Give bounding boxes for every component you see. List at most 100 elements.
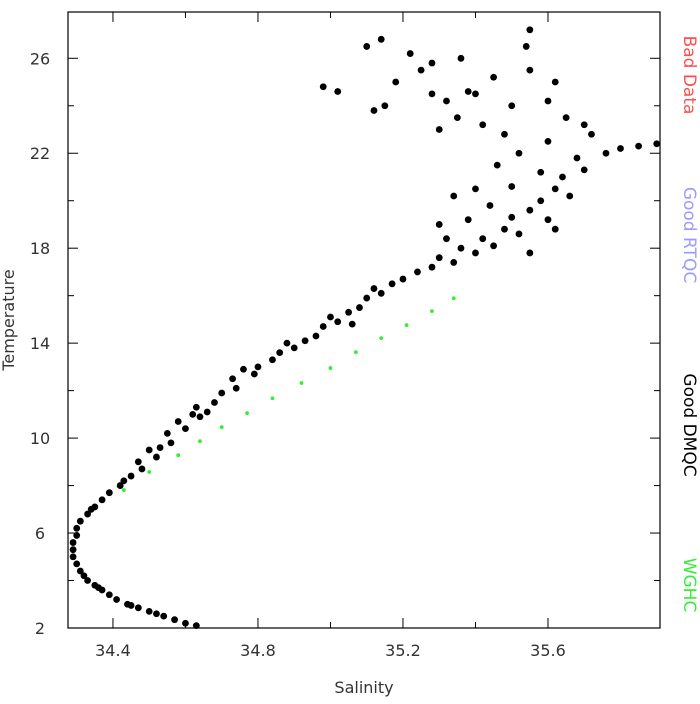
- data-point: [544, 137, 552, 145]
- data-point: [348, 320, 356, 328]
- x-tick-label: 34.4: [95, 641, 131, 660]
- data-point: [588, 130, 595, 138]
- data-point: [559, 173, 566, 181]
- data-point: [269, 356, 276, 364]
- data-point: [493, 161, 501, 169]
- data-point: [84, 577, 91, 584]
- data-point: [254, 363, 262, 371]
- data-point: [573, 154, 581, 162]
- data-point: [490, 242, 498, 250]
- data-point: [501, 130, 508, 138]
- data-point: [250, 370, 258, 378]
- data-point: [160, 612, 168, 620]
- data-point: [653, 140, 661, 148]
- data-point: [508, 213, 516, 221]
- data-point: [189, 410, 197, 418]
- data-point: [472, 249, 479, 257]
- x-tick-label: 35.2: [385, 641, 421, 660]
- data-point: [73, 560, 81, 568]
- data-point: [472, 185, 479, 193]
- data-point: [479, 235, 487, 243]
- data-point: [508, 102, 516, 110]
- data-point: [283, 339, 291, 347]
- data-point: [327, 313, 334, 321]
- data-point: [551, 225, 559, 233]
- data-point: [443, 97, 450, 105]
- data-point: [127, 472, 135, 480]
- x-tick-label: 35.6: [530, 641, 566, 660]
- data-point: [192, 403, 200, 411]
- data-point: [526, 26, 534, 34]
- data-point: [138, 465, 146, 473]
- data-point: [479, 121, 487, 129]
- data-point: [414, 268, 421, 276]
- data-point: [430, 309, 434, 313]
- data-point: [319, 83, 327, 91]
- data-point: [526, 66, 534, 74]
- data-point: [232, 384, 240, 392]
- data-point: [404, 323, 409, 328]
- data-point: [379, 336, 384, 341]
- data-point: [435, 221, 443, 228]
- data-point: [464, 216, 472, 224]
- y-tick-label: 26: [30, 49, 50, 68]
- data-point: [388, 280, 396, 288]
- data-point: [73, 524, 81, 532]
- y-tick-label: 6: [35, 524, 45, 543]
- y-tick-label: 18: [30, 239, 50, 258]
- data-point: [203, 408, 211, 416]
- data-point: [229, 375, 236, 383]
- data-point: [153, 453, 160, 461]
- data-point: [486, 202, 494, 209]
- data-point: [443, 235, 450, 243]
- data-point: [105, 489, 113, 497]
- data-point: [105, 591, 113, 599]
- data-point: [319, 323, 327, 330]
- legend-label: Good DMQC: [679, 373, 699, 476]
- data-point: [245, 411, 249, 416]
- data-point: [69, 546, 77, 554]
- data-point: [176, 453, 181, 458]
- data-point: [602, 149, 610, 157]
- data-point: [363, 43, 371, 50]
- data-point: [147, 470, 152, 474]
- data-point: [635, 142, 643, 150]
- data-point: [134, 458, 142, 466]
- data-point: [192, 622, 200, 630]
- legend-label: Good RTQC: [679, 187, 699, 283]
- data-point: [121, 488, 126, 492]
- data-point: [80, 572, 88, 580]
- data-point: [544, 97, 552, 105]
- data-point: [428, 90, 436, 98]
- data-point: [501, 225, 508, 233]
- data-point: [69, 539, 77, 546]
- data-point: [145, 446, 153, 454]
- data-point: [551, 78, 559, 86]
- y-tick-label: 2: [35, 619, 45, 638]
- data-point: [312, 332, 320, 340]
- data-point: [551, 185, 559, 193]
- data-point: [363, 294, 371, 302]
- data-point: [182, 425, 189, 433]
- data-point: [435, 126, 443, 133]
- data-point: [98, 496, 106, 504]
- x-axis-label: Salinity: [334, 678, 393, 697]
- data-point: [472, 90, 479, 98]
- data-point: [562, 114, 570, 122]
- data-point: [580, 121, 588, 129]
- data-point: [211, 399, 218, 406]
- data-point: [218, 389, 226, 397]
- data-point: [428, 263, 436, 271]
- y-tick-label: 14: [30, 334, 50, 353]
- data-point: [453, 114, 461, 122]
- data-point: [116, 482, 124, 489]
- data-point: [515, 230, 523, 238]
- data-point: [526, 206, 534, 214]
- data-point: [334, 88, 342, 95]
- data-point: [240, 365, 247, 373]
- data-point: [537, 168, 545, 176]
- data-point: [377, 289, 385, 297]
- data-point: [381, 102, 389, 110]
- data-point: [174, 418, 182, 425]
